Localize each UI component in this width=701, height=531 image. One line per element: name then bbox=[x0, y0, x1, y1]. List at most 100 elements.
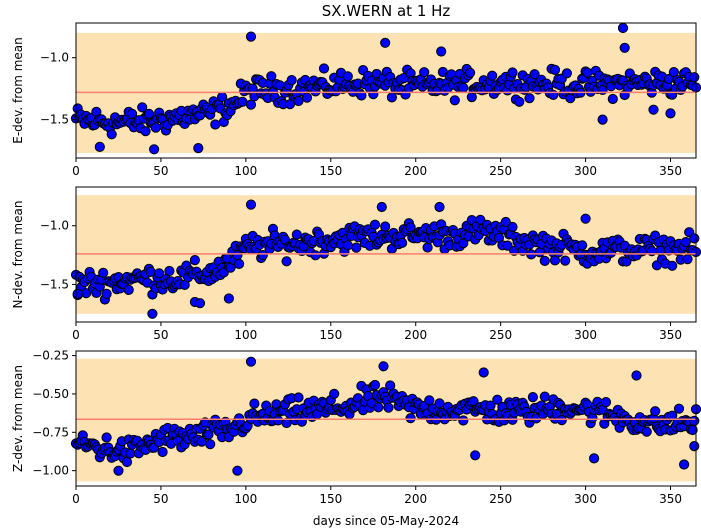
data-point bbox=[667, 260, 678, 271]
data-point bbox=[383, 402, 394, 413]
data-point bbox=[193, 143, 204, 154]
data-point bbox=[648, 104, 659, 115]
data-point bbox=[232, 465, 243, 476]
x-tick-label: 250 bbox=[489, 492, 512, 506]
data-point bbox=[650, 406, 661, 417]
data-point bbox=[631, 370, 642, 381]
data-point bbox=[273, 415, 284, 426]
data-point bbox=[140, 126, 151, 137]
data-point bbox=[673, 403, 685, 414]
panel-east: 0 50 100 150 200 250 300 350 −1.5 −1.0 E-dev. fro… bbox=[11, 22, 701, 178]
data-point bbox=[507, 67, 518, 78]
x-tick-label: 300 bbox=[574, 164, 597, 178]
data-point bbox=[405, 413, 416, 424]
y-tick-label: −1.5 bbox=[40, 113, 69, 127]
panel-east-frame bbox=[75, 22, 697, 159]
data-point bbox=[502, 240, 513, 251]
data-point bbox=[205, 439, 216, 450]
data-point bbox=[556, 415, 567, 426]
data-point bbox=[72, 288, 83, 299]
data-point bbox=[539, 255, 550, 266]
data-point bbox=[492, 394, 503, 405]
data-point bbox=[507, 221, 518, 233]
data-point bbox=[619, 42, 630, 53]
data-point bbox=[465, 67, 476, 78]
x-tick-label: 0 bbox=[72, 328, 80, 342]
data-point bbox=[689, 233, 700, 244]
panel-vertical-ticks: 0 50 100 150 200 250 300 350 −1.00 −0.75 −0.50 −0.2… bbox=[32, 349, 682, 506]
data-point bbox=[106, 129, 117, 140]
data-point bbox=[679, 459, 690, 470]
data-point bbox=[665, 108, 676, 119]
data-point bbox=[405, 222, 416, 233]
data-point bbox=[210, 119, 221, 130]
data-point bbox=[514, 96, 525, 107]
data-point bbox=[194, 298, 206, 309]
data-point bbox=[577, 240, 588, 251]
data-point bbox=[373, 402, 384, 413]
y-tick-label: −1.0 bbox=[40, 219, 69, 233]
data-point bbox=[369, 379, 381, 391]
x-tick-label: 100 bbox=[234, 328, 257, 342]
x-tick-label: 350 bbox=[659, 328, 682, 342]
data-point bbox=[318, 63, 330, 74]
data-point bbox=[257, 250, 268, 261]
x-tick-label: 200 bbox=[404, 492, 427, 506]
data-point bbox=[689, 72, 700, 83]
data-point bbox=[94, 141, 105, 152]
panel-east-ylabel: E-dev. from mean bbox=[11, 37, 25, 143]
data-point bbox=[101, 432, 112, 443]
data-point bbox=[397, 237, 408, 248]
data-point bbox=[369, 219, 381, 230]
panel-north-frame bbox=[75, 186, 697, 323]
data-point bbox=[147, 308, 158, 319]
data-point bbox=[458, 82, 469, 93]
x-tick-label: 150 bbox=[319, 492, 342, 506]
data-point bbox=[549, 64, 561, 76]
data-point bbox=[380, 37, 391, 48]
data-point bbox=[301, 92, 313, 103]
data-point bbox=[245, 31, 257, 42]
data-point bbox=[154, 268, 165, 279]
x-tick-label: 50 bbox=[153, 492, 168, 506]
data-point bbox=[527, 392, 539, 403]
x-tick-label: 150 bbox=[319, 328, 342, 342]
x-tick-label: 150 bbox=[319, 164, 342, 178]
y-tick-label: −0.50 bbox=[32, 387, 69, 401]
data-point bbox=[582, 67, 593, 78]
data-point bbox=[293, 95, 304, 107]
data-point bbox=[641, 426, 652, 437]
data-point bbox=[434, 201, 445, 213]
panel-north-points bbox=[70, 199, 701, 319]
data-point bbox=[189, 255, 200, 266]
data-point bbox=[539, 391, 550, 402]
data-point bbox=[342, 71, 353, 82]
data-point bbox=[434, 398, 445, 409]
data-point bbox=[113, 465, 124, 476]
data-point bbox=[561, 68, 573, 79]
data-point bbox=[386, 92, 397, 103]
x-tick-label: 0 bbox=[72, 492, 80, 506]
data-point bbox=[470, 450, 481, 461]
data-point bbox=[500, 216, 511, 228]
data-point bbox=[436, 46, 447, 57]
x-tick-label: 50 bbox=[153, 164, 168, 178]
data-point bbox=[580, 213, 591, 224]
x-tick-label: 250 bbox=[489, 328, 512, 342]
data-point bbox=[150, 122, 161, 133]
data-point bbox=[245, 356, 257, 367]
panel-vertical-frame bbox=[75, 350, 697, 487]
x-tick-label: 200 bbox=[404, 164, 427, 178]
panel-north-ticks: 0 50 100 150 200 250 300 350 −1.5 −1.0 bbox=[40, 219, 682, 342]
data-point bbox=[149, 144, 160, 155]
data-point bbox=[291, 229, 302, 240]
data-point bbox=[356, 90, 367, 101]
data-point bbox=[351, 242, 362, 253]
data-point bbox=[680, 237, 691, 248]
data-point bbox=[376, 201, 387, 213]
data-point bbox=[245, 199, 257, 210]
data-point bbox=[617, 22, 629, 34]
data-point bbox=[597, 114, 608, 125]
data-point bbox=[237, 96, 248, 107]
